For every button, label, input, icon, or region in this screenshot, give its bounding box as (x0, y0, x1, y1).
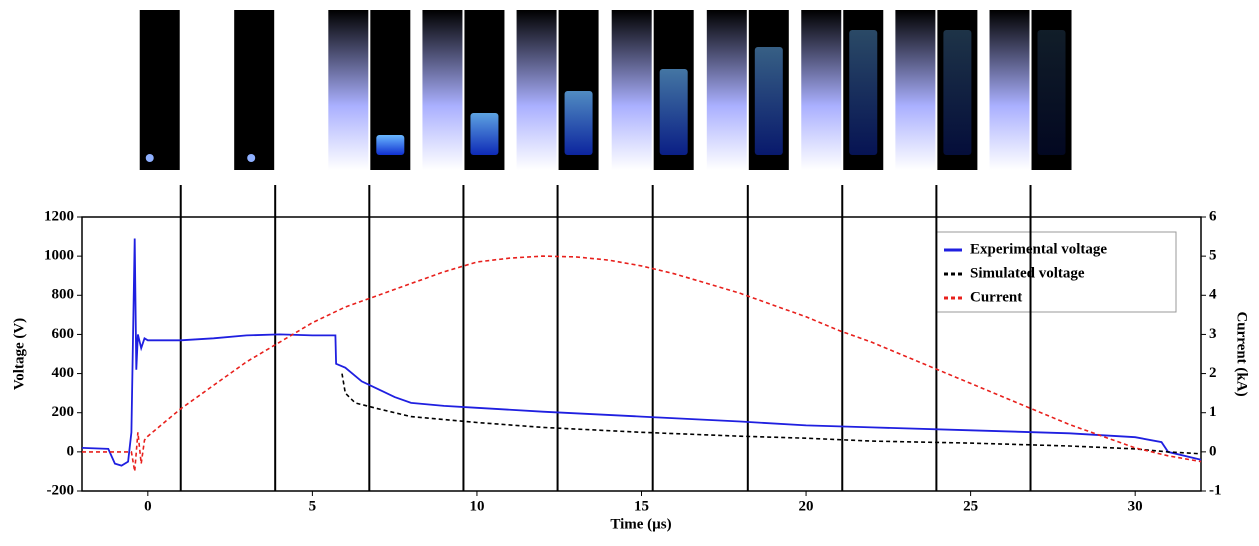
simulation-plasma (376, 135, 405, 155)
experiment-frame (895, 10, 936, 170)
y2-tick-label: 5 (1209, 248, 1217, 264)
y-tick-label: -200 (47, 482, 75, 498)
y2-tick-label: 1 (1209, 404, 1217, 420)
legend-label: Current (970, 289, 1022, 305)
simulation-plasma (943, 30, 972, 155)
simulation-plasma (470, 113, 499, 155)
series-line (82, 255, 1202, 472)
x-tick-label: 0 (144, 498, 152, 514)
y2-tick-label: 6 (1209, 208, 1217, 224)
discharge-spot (247, 154, 256, 162)
x-tick-label: 15 (634, 498, 649, 514)
y2-tick-label: 0 (1209, 443, 1217, 459)
experiment-frame (989, 10, 1030, 170)
simulation-plasma (849, 30, 878, 155)
experiment-frame (422, 10, 463, 170)
y-axis-title: Voltage (V) (11, 318, 27, 390)
y-tick-label: 400 (52, 365, 75, 381)
y2-tick-label: 4 (1209, 287, 1217, 303)
experiment-frame (611, 10, 652, 170)
series-line (341, 373, 1202, 455)
x-tick-label: 30 (1128, 498, 1143, 514)
x-axis-title: Time (µs) (610, 516, 671, 532)
legend-label: Simulated voltage (970, 265, 1085, 281)
series-line (81, 238, 1202, 467)
experiment-frame (801, 10, 842, 170)
legend-label: Experimental voltage (970, 241, 1107, 257)
x-tick-label: 10 (469, 498, 484, 514)
simulation-plasma (659, 69, 688, 155)
x-tick-label: 20 (799, 498, 814, 514)
simulation-plasma (1037, 30, 1066, 155)
legend-box (935, 231, 1177, 313)
frame-images (139, 10, 1072, 170)
y-tick-label: 800 (52, 287, 75, 303)
y2-tick-label: 2 (1209, 365, 1217, 381)
x-tick-label: 25 (963, 498, 978, 514)
discharge-spot (145, 154, 154, 162)
y-tick-label: 0 (67, 443, 75, 459)
experiment-frame (234, 10, 275, 170)
y-tick-label: 1000 (44, 248, 74, 264)
y-tick-label: 1200 (44, 208, 74, 224)
y-tick-label: 600 (52, 326, 75, 342)
simulation-plasma (564, 91, 593, 155)
simulation-plasma (754, 47, 783, 155)
y2-axis-title: Current (kA) (1234, 311, 1250, 396)
experiment-frame (139, 10, 180, 170)
experiment-frame (706, 10, 747, 170)
y2-tick-label: 3 (1209, 326, 1217, 342)
y2-tick-label: -1 (1209, 482, 1222, 498)
y-tick-label: 200 (52, 404, 75, 420)
experiment-frame (328, 10, 369, 170)
experiment-frame (516, 10, 557, 170)
x-tick-label: 5 (309, 498, 317, 514)
